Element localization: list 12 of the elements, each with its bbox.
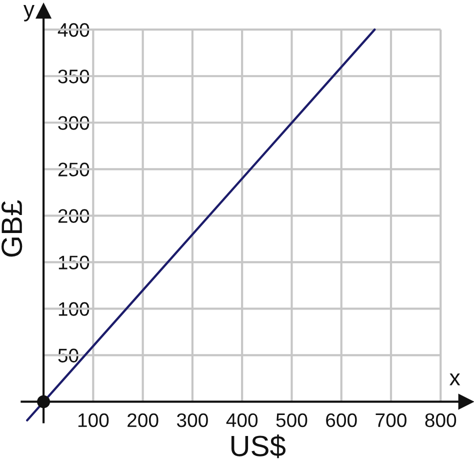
- x-axis-title: US$: [231, 434, 286, 458]
- annotation: y: [23, 5, 34, 22]
- x-tick-label: 400: [226, 413, 258, 428]
- x-tick-label: 600: [326, 413, 357, 428]
- x-tick-label: 200: [128, 413, 158, 428]
- x-tick-label: 300: [176, 413, 208, 428]
- x-tick-label: 800: [425, 413, 456, 428]
- x-tick-label: 100: [78, 413, 109, 428]
- annotation: x: [450, 374, 460, 386]
- y-axis-title: GB£: [2, 200, 22, 257]
- x-tick-label: 700: [376, 413, 406, 428]
- x-tick-label: 500: [276, 413, 308, 428]
